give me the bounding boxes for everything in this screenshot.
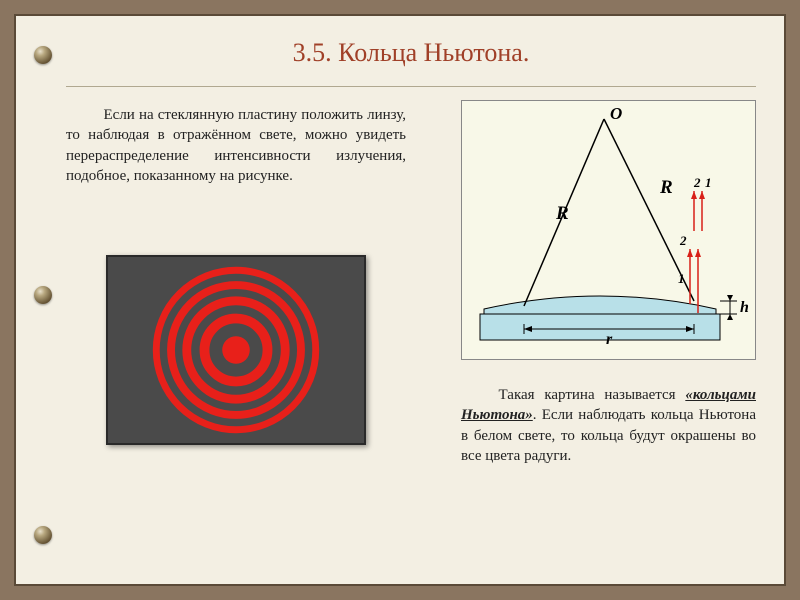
label-1b: 1	[678, 271, 685, 286]
label-r: r	[606, 331, 613, 348]
description-paragraph: Такая картина называется «кольцами Ньюто…	[461, 385, 756, 466]
rivet-icon	[34, 526, 52, 544]
lens-diagram: O R R r h 2 1 2 1	[461, 100, 756, 360]
newton-rings-svg	[108, 255, 364, 445]
rivet-icon	[34, 286, 52, 304]
slide-panel: 3.5. Кольца Ньютона. Если на стеклянную …	[14, 14, 786, 586]
label-2b: 2	[679, 233, 687, 248]
slide-title: 3.5. Кольца Ньютона.	[66, 38, 756, 68]
label-1a: 1	[705, 175, 712, 190]
glass-plate	[480, 314, 720, 340]
ring-center	[222, 336, 250, 364]
newton-rings-figure	[106, 255, 366, 445]
label-R-left: R	[555, 203, 569, 224]
label-R-right: R	[659, 177, 673, 198]
label-O: O	[610, 104, 622, 123]
lens-diagram-svg: O R R r h 2 1 2 1	[462, 101, 757, 361]
intro-paragraph: Если на стеклянную пластину положить лин…	[66, 105, 406, 186]
label-2a: 2	[693, 175, 701, 190]
content-area: Если на стеклянную пластину положить лин…	[66, 105, 756, 535]
divider	[66, 86, 756, 87]
para2-before: Такая картина называется	[499, 387, 686, 403]
lens	[484, 296, 716, 314]
label-h: h	[740, 299, 749, 316]
rivet-icon	[34, 46, 52, 64]
outer-frame: 3.5. Кольца Ньютона. Если на стеклянную …	[0, 0, 800, 600]
